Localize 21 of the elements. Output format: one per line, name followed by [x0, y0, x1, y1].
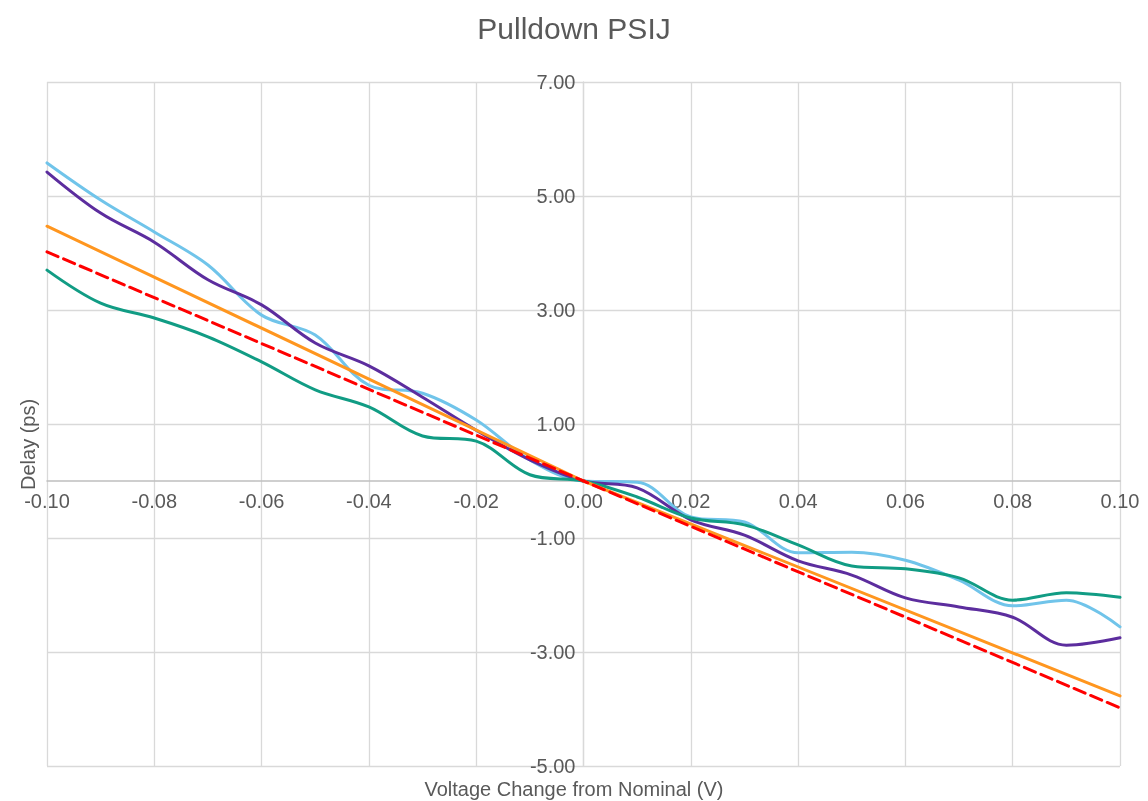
x-tick-label: -0.08: [131, 490, 178, 512]
x-tick-label: 0.02: [671, 490, 711, 512]
y-tick-label: -1.00: [529, 527, 576, 549]
y-tick-label: 7.00: [536, 71, 576, 93]
x-tick-label: 0.06: [885, 490, 925, 512]
x-tick-label: 0.10: [1100, 490, 1140, 512]
y-tick-label: 5.00: [536, 185, 576, 207]
x-tick-label: -0.06: [238, 490, 285, 512]
x-tick-label: -0.02: [453, 490, 499, 512]
y-tick-label: -5.00: [529, 755, 576, 777]
x-tick-label: 0.08: [993, 490, 1033, 512]
y-tick-label: 1.00: [536, 413, 576, 435]
x-tick-label: -0.10: [24, 490, 70, 512]
y-tick-label: 3.00: [536, 299, 576, 321]
x-tick-label: -0.04: [346, 490, 392, 512]
x-tick-label: 0.04: [778, 490, 818, 512]
y-tick-label: -3.00: [529, 641, 576, 663]
y-axis-title: Delay (ps): [17, 398, 39, 490]
chart-title: Pulldown PSIJ: [477, 11, 671, 45]
x-tick-label: 0.00: [564, 490, 603, 512]
x-axis-title: Voltage Change from Nominal (V): [424, 778, 724, 800]
